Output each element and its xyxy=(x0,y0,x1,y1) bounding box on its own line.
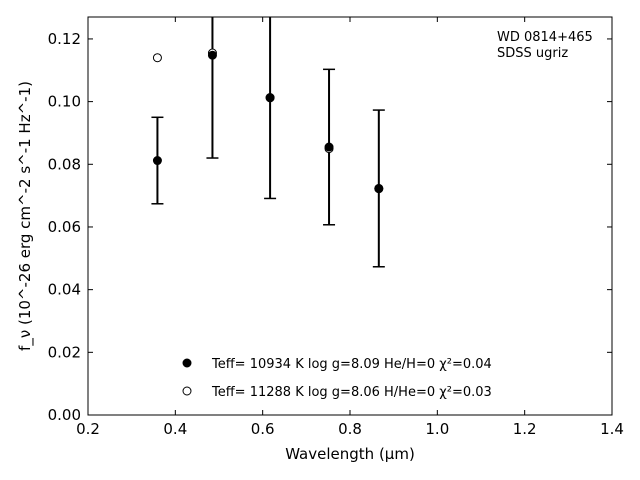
axes-frame xyxy=(87,16,613,416)
y-tick-label: 0.02 xyxy=(48,343,81,361)
plot-area xyxy=(151,17,385,268)
y-axis-label: f_ν (10^-26 erg cm^-2 s^-1 Hz^-1) xyxy=(16,81,35,351)
y-tick-label: 0.06 xyxy=(48,218,81,236)
x-tick-label: 0.4 xyxy=(163,420,187,438)
y-tick-label: 0.12 xyxy=(48,30,81,48)
chart-text: WD 0814+465 SDSS ugriz Wavelength (μm) f… xyxy=(16,30,593,463)
y-tick-label: 0.08 xyxy=(48,155,81,173)
annotation-line-1: WD 0814+465 xyxy=(497,30,593,45)
x-axis-label: Wavelength (μm) xyxy=(285,445,415,463)
model-point-filled xyxy=(265,93,275,103)
legend-label: Teff= 10934 K log g=8.09 He/H=0 χ²=0.04 xyxy=(211,357,492,372)
x-tick-label: 1.0 xyxy=(425,420,449,438)
model-point-filled xyxy=(207,50,217,60)
y-tick-label: 0.10 xyxy=(48,93,81,111)
y-tick-label: 0.04 xyxy=(48,281,81,299)
model-point-filled xyxy=(152,156,162,166)
x-tick-label: 1.4 xyxy=(600,420,624,438)
legend-marker xyxy=(182,386,192,396)
annotation-line-2: SDSS ugriz xyxy=(497,46,568,61)
model-point-filled xyxy=(374,183,384,193)
x-tick-label: 0.2 xyxy=(76,420,100,438)
x-tick-label: 1.2 xyxy=(513,420,537,438)
y-tick-label: 0.00 xyxy=(48,406,81,424)
model-point-open xyxy=(152,53,162,63)
axes: 0.2 0.4 0.6 0.8 1.0 1.2 1.4 0.00 0.02 0.04 0.06 0.0… xyxy=(48,16,624,438)
legend-label: Teff= 11288 K log g=8.06 H/He=0 χ²=0.03 xyxy=(211,385,492,400)
model-point-filled xyxy=(324,142,334,152)
x-tick-label: 0.8 xyxy=(338,420,362,438)
x-tick-label: 0.6 xyxy=(251,420,275,438)
legend: Teff= 10934 K log g=8.09 He/H=0 χ²=0.04 T… xyxy=(182,357,492,400)
legend-marker xyxy=(182,358,192,368)
